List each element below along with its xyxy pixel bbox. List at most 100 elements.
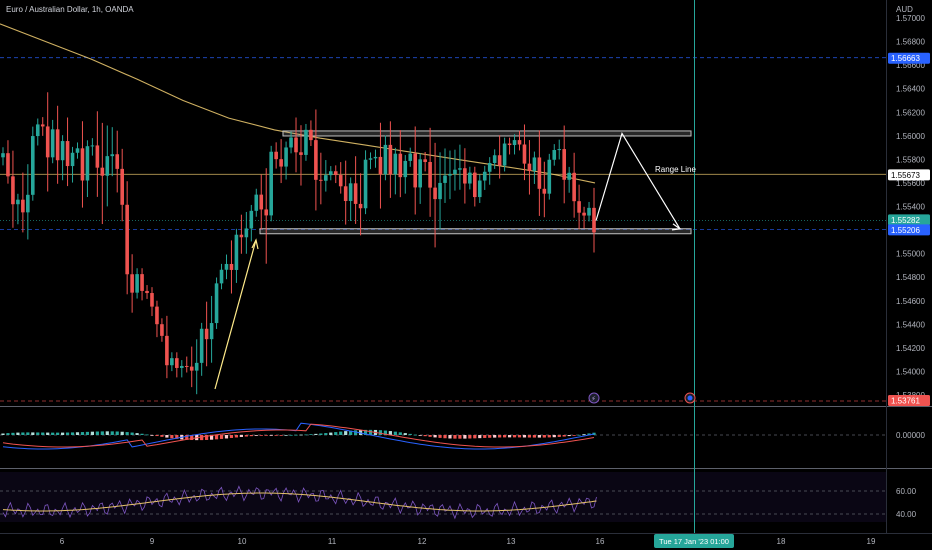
macd-histogram-bar: [577, 434, 581, 436]
macd-histogram-bar: [408, 433, 412, 435]
macd-histogram-bar: [56, 432, 60, 435]
macd-histogram-bar: [433, 435, 437, 438]
candle-body: [388, 144, 393, 175]
candle-body: [184, 365, 189, 367]
price-tick-label: 1.54800: [896, 273, 925, 282]
macd-histogram-bar: [309, 434, 313, 435]
time-tick-label: 16: [596, 537, 605, 546]
price-tag-label: 1.55206: [891, 226, 920, 235]
candle-body: [135, 274, 139, 293]
candle-body: [338, 175, 343, 187]
macd-histogram-bar: [41, 432, 45, 435]
candle-body: [487, 163, 492, 172]
candle-body: [224, 263, 229, 270]
price-axis: 1.57000 1.56800 1.56600 1.56400 1.56200 1.560…: [888, 14, 930, 519]
candle-body: [204, 328, 209, 340]
macd-histogram-bar: [378, 430, 383, 435]
macd-histogram-bar: [468, 435, 472, 439]
macd-histogram-bar: [170, 435, 174, 439]
event-icon-right[interactable]: [684, 392, 696, 404]
macd-histogram-bar: [51, 432, 55, 435]
candle-body: [16, 199, 20, 205]
time-axis: 6 9 10 11 12 13 16 18 19: [60, 537, 876, 546]
candle-body: [309, 129, 313, 141]
currency-label: AUD: [896, 5, 913, 14]
macd-histogram-bar: [145, 434, 149, 436]
macd-histogram-bar: [85, 431, 90, 435]
candle-body: [284, 147, 288, 167]
macd-histogram-bar: [532, 435, 537, 438]
candle-body: [383, 144, 388, 175]
event-icon-left[interactable]: ⚡: [588, 392, 600, 404]
macd-histogram-bar: [264, 435, 268, 436]
flag-icon: [687, 395, 693, 401]
rsi-level-label: 60.00: [896, 487, 917, 496]
candle-body: [170, 358, 174, 366]
candle-body: [55, 129, 60, 161]
macd-histogram-bar: [324, 433, 328, 435]
time-tick-label: 18: [777, 537, 786, 546]
grid-layer: [0, 57, 886, 515]
macd-histogram-bar: [155, 435, 159, 437]
macd-histogram-bar: [557, 435, 561, 437]
candle-body: [378, 156, 383, 175]
macd-histogram-bar: [16, 432, 20, 435]
candle-body: [314, 140, 318, 180]
macd-histogram-bar: [135, 433, 139, 435]
macd-histogram-bar: [289, 434, 293, 436]
price-tick-label: 1.56800: [896, 38, 925, 47]
macd-histogram-bar: [488, 435, 492, 438]
candle-body: [95, 145, 100, 168]
candle-body: [199, 328, 204, 363]
candle-body: [279, 159, 283, 167]
macd-histogram-bar: [453, 435, 457, 439]
candle-body: [229, 263, 234, 270]
candle-body: [477, 180, 482, 198]
macd-histogram-bar: [150, 435, 154, 436]
candle-body: [482, 171, 487, 181]
candle-body: [587, 207, 591, 216]
crosshair-date-tag: [654, 534, 734, 548]
candle-body: [105, 156, 110, 176]
macd-histogram-bar: [314, 433, 318, 435]
candle-body: [468, 172, 472, 184]
macd-histogram-bar: [294, 434, 298, 436]
candle-body: [80, 148, 85, 181]
candle-body: [502, 143, 507, 166]
candle-body: [492, 155, 497, 164]
annotation-layer: [214, 131, 682, 390]
candle-body: [214, 283, 219, 324]
macd-histogram-bar: [388, 431, 392, 435]
candle-body: [358, 203, 363, 209]
macd-histogram-bar: [344, 431, 348, 435]
macd-histogram-bar: [100, 431, 104, 435]
candle-body: [35, 124, 40, 137]
candle-body: [294, 137, 298, 153]
candle-body: [155, 306, 159, 325]
macd-histogram-bar: [483, 435, 487, 438]
macd-histogram-bar: [517, 435, 522, 438]
candle-body: [249, 210, 254, 229]
candle-body: [40, 124, 45, 127]
macd-histogram-bar: [592, 432, 596, 435]
macd-histogram-bar: [259, 435, 263, 436]
candle-layer: [1, 92, 596, 395]
candle-body: [259, 194, 264, 210]
price-tick-label: 1.55400: [896, 203, 925, 212]
candle-body: [85, 146, 90, 181]
candle-body: [165, 335, 169, 366]
macd-histogram-bar: [209, 435, 214, 440]
macd-histogram-bar: [498, 435, 502, 438]
candle-body: [368, 158, 373, 160]
macd-histogram-bar: [542, 435, 546, 438]
candle-body: [269, 151, 273, 216]
macd-histogram-bar: [269, 435, 273, 436]
projection-arrowhead: [671, 223, 682, 231]
macd-histogram-bar: [368, 429, 373, 435]
macd-histogram-bar: [443, 435, 447, 439]
macd-histogram-bar: [205, 435, 209, 440]
candle-body: [254, 194, 259, 211]
macd-histogram-bar: [31, 432, 35, 435]
